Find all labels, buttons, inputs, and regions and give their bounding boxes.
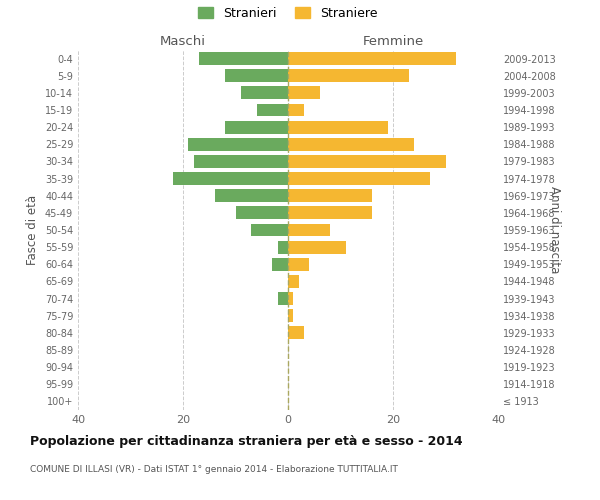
Text: Maschi: Maschi (160, 36, 206, 49)
Bar (251, 224, 288, 236)
Text: Popolazione per cittadinanza straniera per età e sesso - 2014: Popolazione per cittadinanza straniera p… (30, 435, 463, 448)
Bar (288, 292, 293, 305)
Bar (288, 120, 388, 134)
Text: Femmine: Femmine (362, 36, 424, 49)
Bar (277, 292, 288, 305)
Bar (288, 275, 299, 288)
Bar (277, 240, 288, 254)
Legend: Stranieri, Straniere: Stranieri, Straniere (193, 2, 383, 25)
Bar (225, 70, 288, 82)
Text: COMUNE DI ILLASI (VR) - Dati ISTAT 1° gennaio 2014 - Elaborazione TUTTITALIA.IT: COMUNE DI ILLASI (VR) - Dati ISTAT 1° ge… (30, 465, 398, 474)
Y-axis label: Fasce di età: Fasce di età (26, 195, 39, 265)
Bar (272, 258, 288, 270)
Bar (288, 104, 304, 117)
Bar (288, 326, 304, 340)
Bar (288, 240, 346, 254)
Bar (241, 86, 288, 100)
Bar (288, 172, 430, 185)
Bar (173, 172, 288, 185)
Y-axis label: Anni di nascita: Anni di nascita (548, 186, 561, 274)
Bar (288, 155, 445, 168)
Bar (225, 120, 288, 134)
Bar (288, 206, 372, 220)
Bar (288, 190, 372, 202)
Bar (215, 190, 288, 202)
Bar (288, 86, 320, 100)
Bar (188, 138, 288, 150)
Bar (288, 258, 309, 270)
Bar (193, 155, 288, 168)
Bar (288, 224, 330, 236)
Bar (288, 138, 414, 150)
Bar (288, 310, 293, 322)
Bar (199, 52, 288, 65)
Bar (288, 70, 409, 82)
Bar (288, 52, 456, 65)
Bar (257, 104, 288, 117)
Bar (235, 206, 288, 220)
